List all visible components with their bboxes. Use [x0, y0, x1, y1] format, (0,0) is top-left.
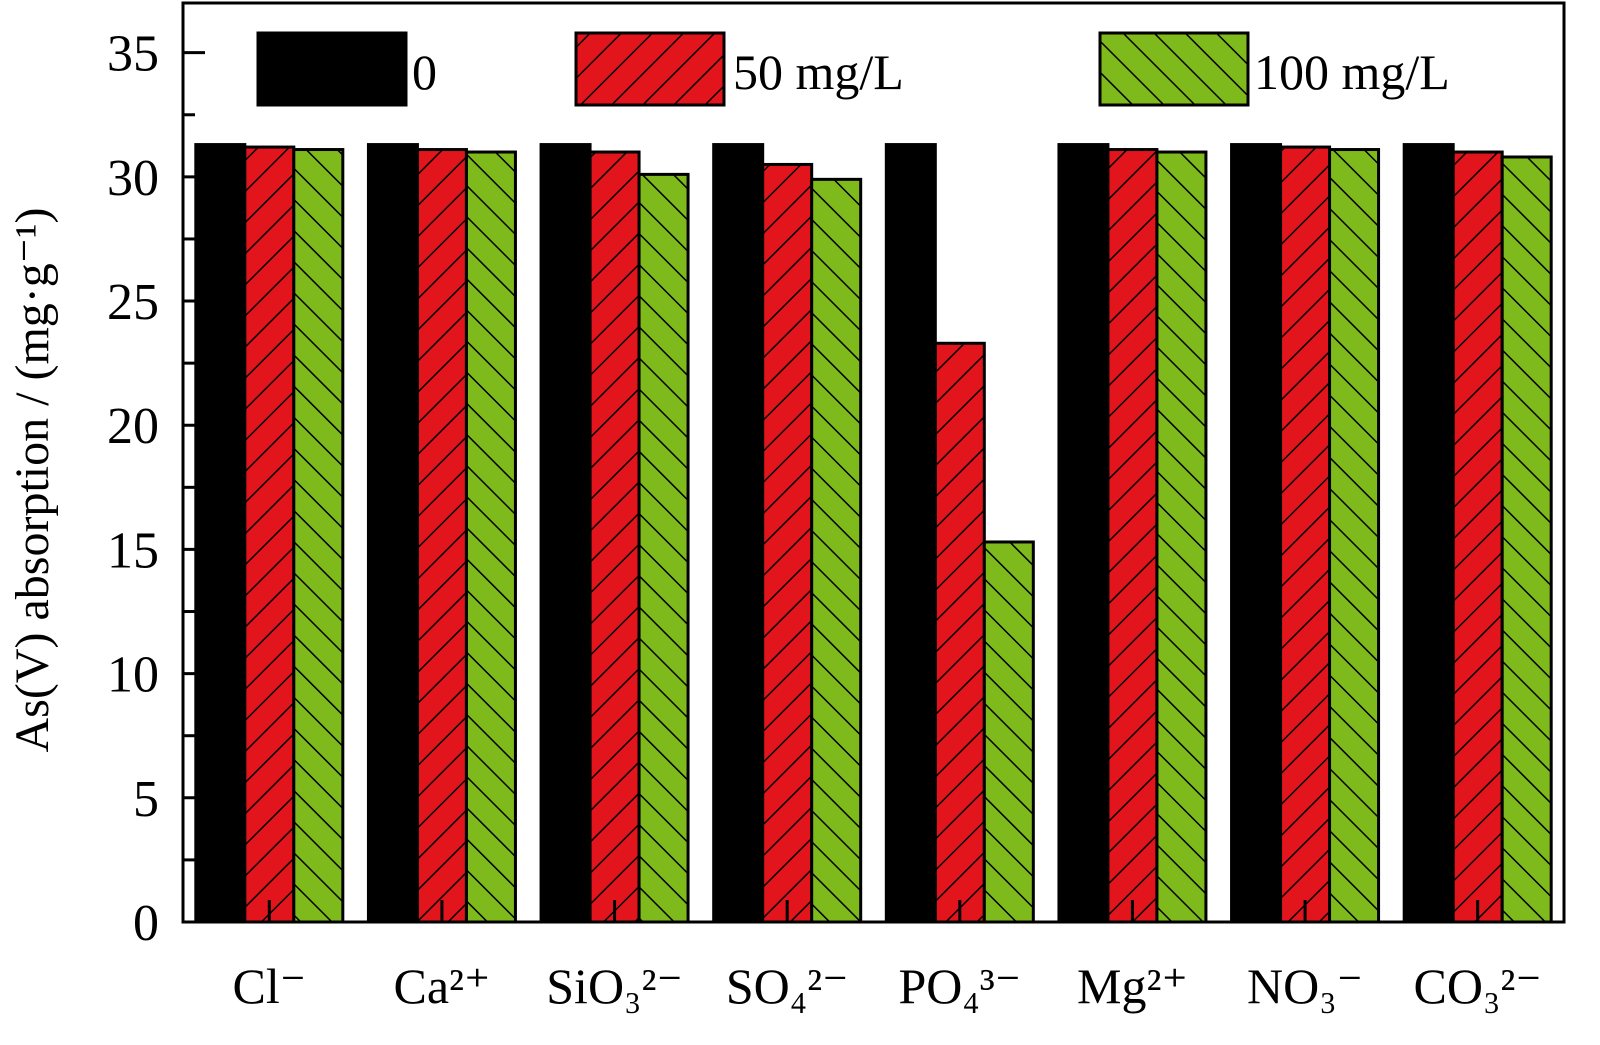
y-tick-label: 15: [107, 522, 159, 579]
bar-6-series-1: [1057, 143, 1110, 924]
x-tick-label: Mg²⁺: [1077, 958, 1188, 1014]
legend-label-series-3: 100 mg/L: [1254, 44, 1450, 100]
bar-1-series-1: [194, 143, 247, 924]
x-tick-label: SiO₃²⁻: [546, 958, 683, 1014]
x-tick-label: CO₃²⁻: [1414, 958, 1542, 1014]
y-tick-label: 5: [133, 771, 159, 828]
bars-layer: [194, 143, 1553, 924]
bar-2-series-1: [366, 143, 419, 924]
legend-swatch-series-1: [256, 31, 408, 107]
y-tick-label: 30: [107, 150, 159, 207]
bar-8-series-1: [1402, 143, 1455, 924]
bar-1-series-3: [292, 148, 345, 924]
bar-8-series-3: [1500, 155, 1553, 924]
legend-label-series-2: 50 mg/L: [733, 44, 904, 100]
x-tick-label: Ca²⁺: [393, 958, 490, 1014]
y-tick-label: 35: [107, 26, 159, 83]
x-tick-label: PO₄³⁻: [898, 958, 1021, 1014]
bar-5-series-1: [884, 143, 937, 924]
bar-2-series-2: [415, 148, 468, 924]
bar-3-series-3: [637, 172, 690, 924]
bar-3-series-2: [588, 150, 641, 924]
bar-7-series-1: [1230, 143, 1283, 924]
x-tick-label: SO₄²⁻: [726, 958, 849, 1014]
legend-label-series-1: 0: [412, 44, 437, 100]
bar-4-series-1: [712, 143, 765, 924]
bar-2-series-3: [464, 150, 517, 924]
bar-5-series-3: [982, 540, 1035, 924]
axes-layer: Cl⁻ Ca²⁺ SiO₃²⁻ SO₄²⁻ PO₄³⁻ Mg²⁺ NO₃⁻ CO₃²⁻ 0 5 10…: [107, 1, 1566, 1014]
bar-8-series-2: [1451, 150, 1504, 924]
y-tick-label: 0: [133, 895, 159, 952]
legend: 0 50 mg/L 100 mg/L: [256, 31, 1450, 107]
bar-7-series-3: [1328, 148, 1381, 924]
bar-7-series-2: [1279, 145, 1332, 924]
bar-5-series-2: [933, 341, 986, 924]
bar-1-series-2: [243, 145, 296, 924]
bar-6-series-3: [1155, 150, 1208, 924]
x-tick-label: Cl⁻: [232, 958, 306, 1014]
x-tick-label: NO₃⁻: [1247, 958, 1363, 1014]
y-tick-label: 25: [107, 274, 159, 331]
plot-frame: [181, 1, 1566, 924]
legend-swatch-series-3: [1098, 31, 1250, 107]
y-axis-label: As(V) absorption / (mg·g⁻¹): [6, 208, 59, 753]
legend-swatch-series-2: [574, 31, 726, 107]
bar-6-series-2: [1106, 148, 1159, 924]
y-tick-label: 10: [107, 647, 159, 704]
bar-4-series-3: [810, 177, 863, 924]
y-tick-label: 20: [107, 398, 159, 455]
bar-3-series-1: [539, 143, 592, 924]
bar-4-series-2: [761, 162, 814, 924]
